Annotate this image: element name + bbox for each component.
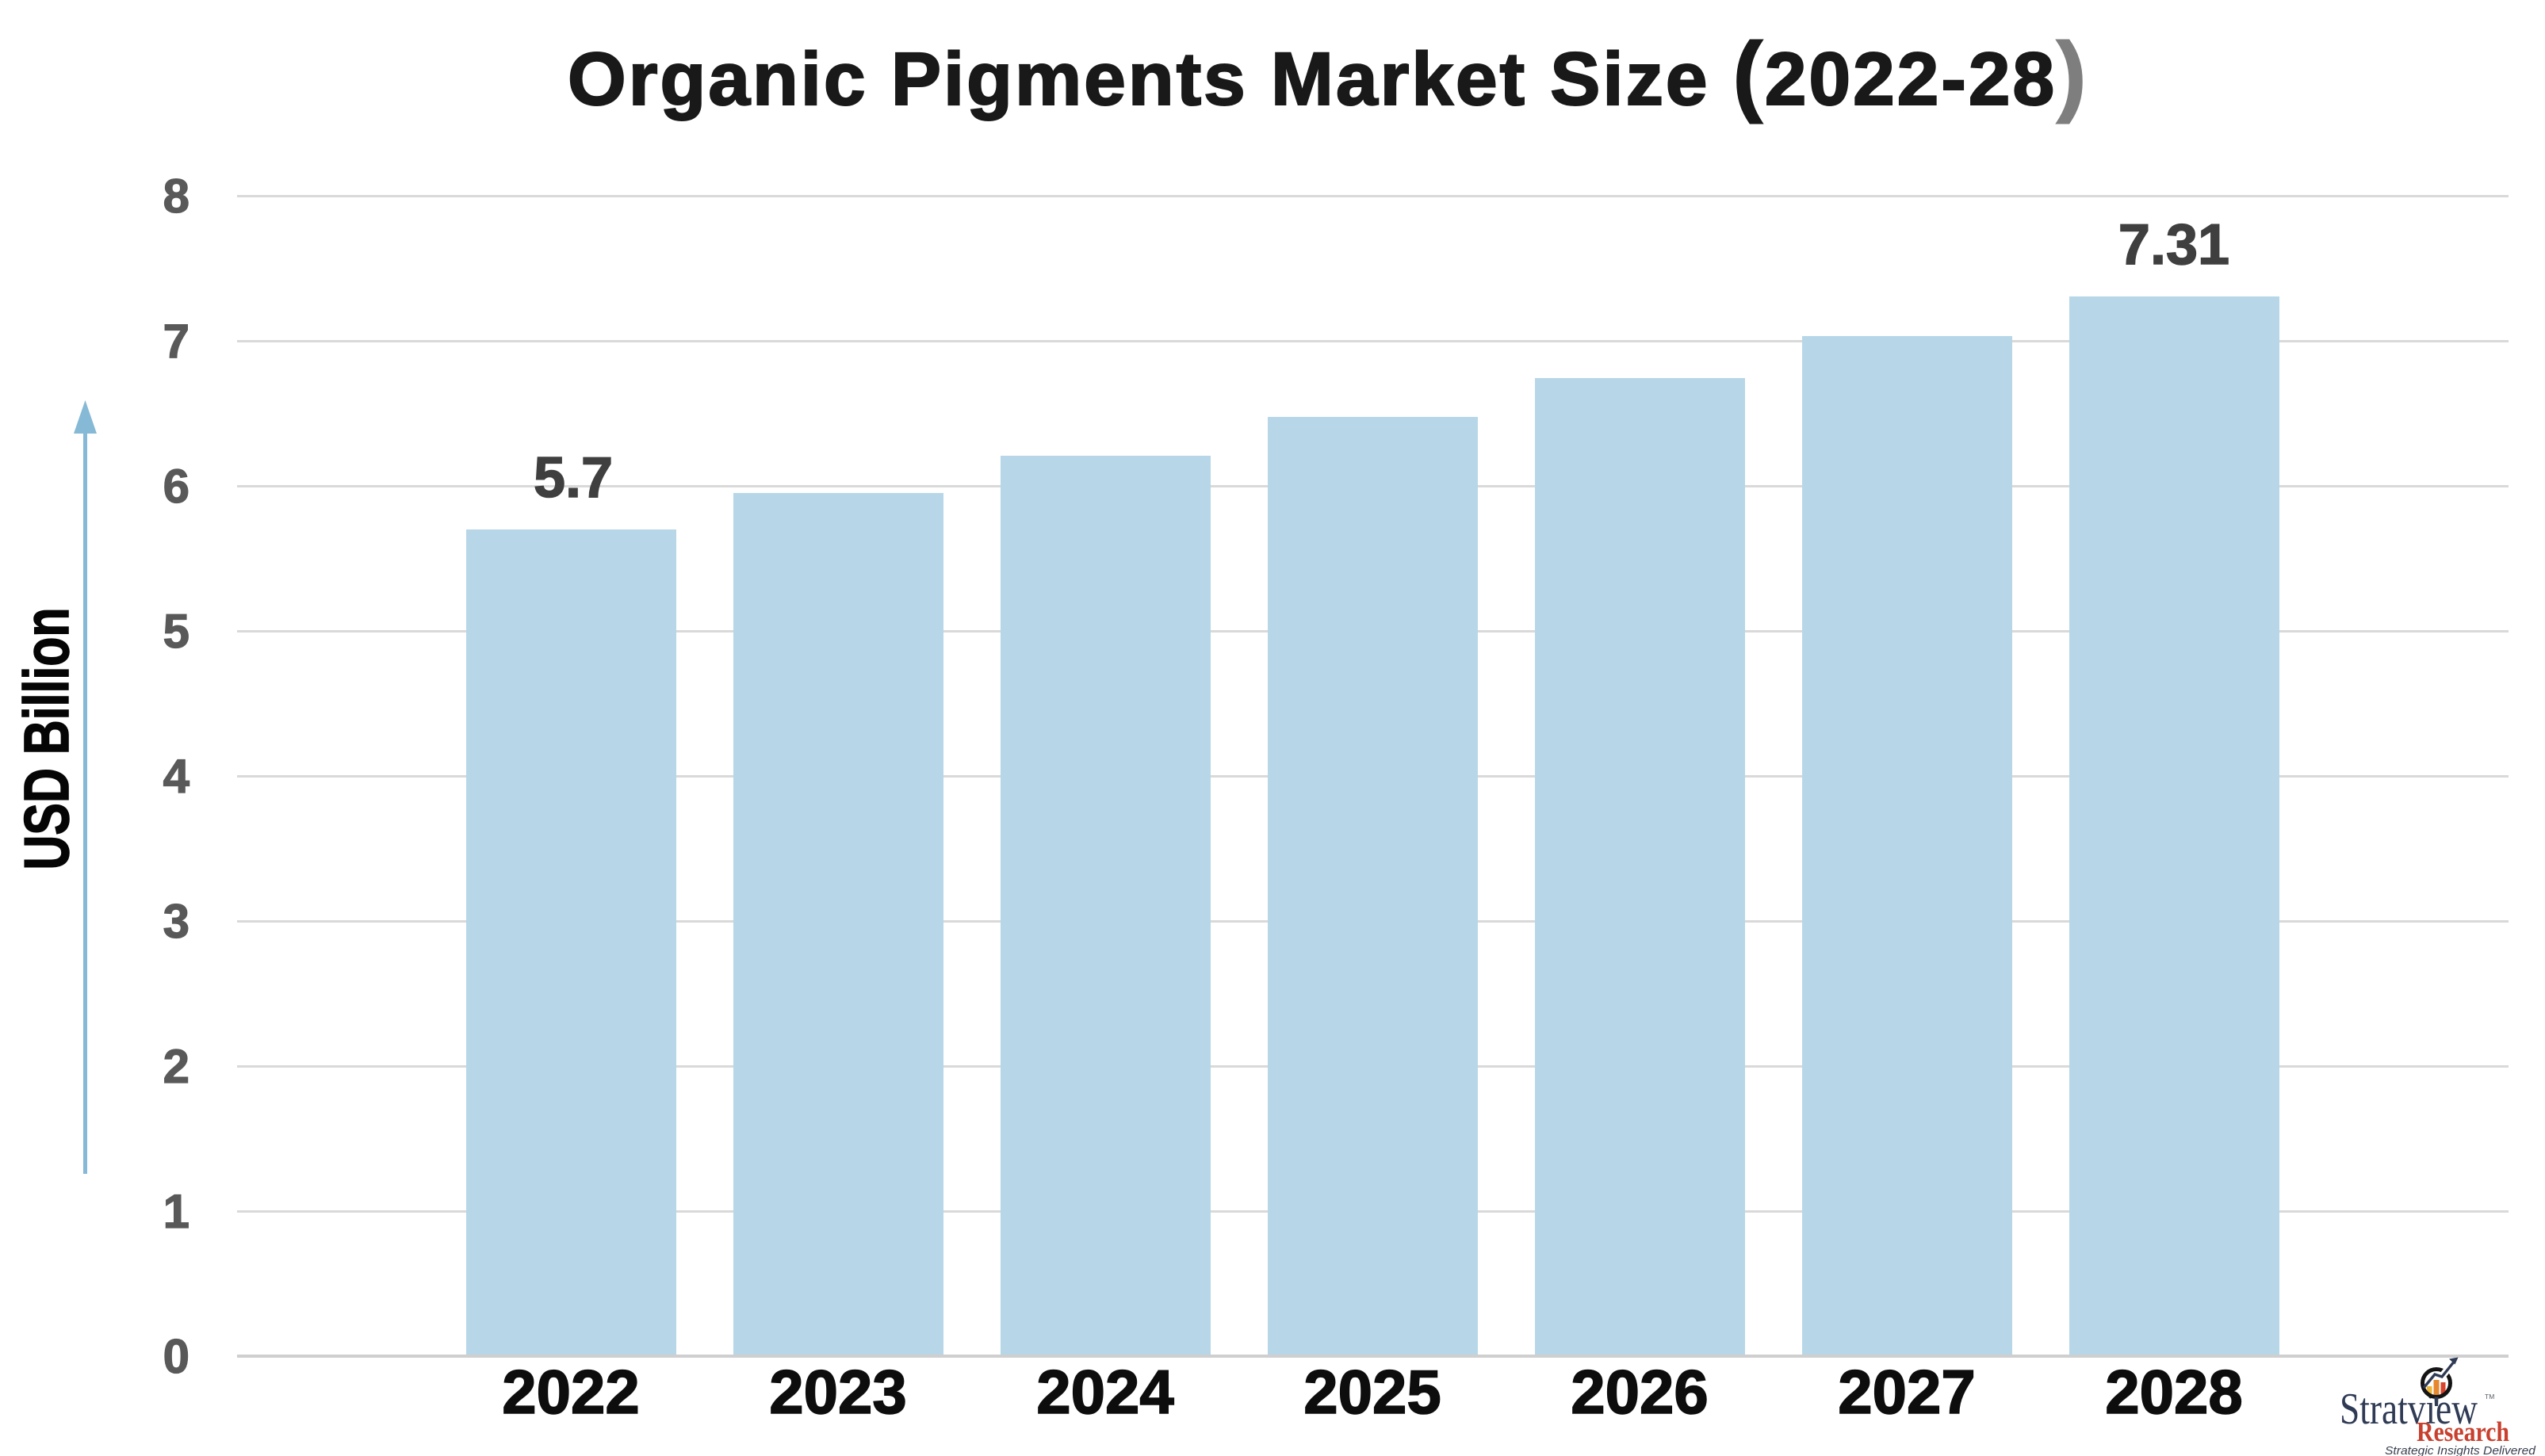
svg-text:Stratview: Stratview: [2340, 1385, 2478, 1434]
svg-text:Research: Research: [2417, 1416, 2509, 1447]
svg-text:TM: TM: [2485, 1393, 2494, 1401]
svg-text:Strategic Insights Delivered: Strategic Insights Delivered: [2385, 1444, 2536, 1456]
